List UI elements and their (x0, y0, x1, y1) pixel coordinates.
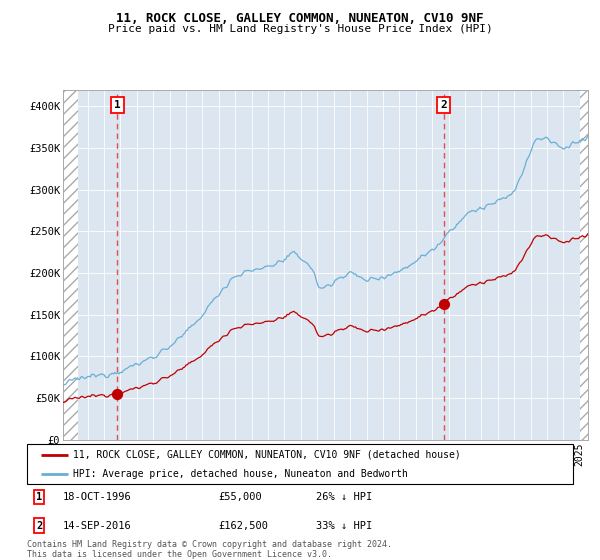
Text: HPI: Average price, detached house, Nuneaton and Bedworth: HPI: Average price, detached house, Nune… (73, 469, 408, 479)
Text: Contains HM Land Registry data © Crown copyright and database right 2024.
This d: Contains HM Land Registry data © Crown c… (27, 540, 392, 559)
Text: 2: 2 (440, 100, 447, 110)
Bar (580, 90, 588, 440)
Text: 14-SEP-2016: 14-SEP-2016 (62, 521, 131, 531)
Text: Price paid vs. HM Land Registry's House Price Index (HPI): Price paid vs. HM Land Registry's House … (107, 24, 493, 34)
Text: £55,000: £55,000 (218, 492, 262, 502)
Text: £162,500: £162,500 (218, 521, 268, 531)
Text: 11, ROCK CLOSE, GALLEY COMMON, NUNEATON, CV10 9NF (detached house): 11, ROCK CLOSE, GALLEY COMMON, NUNEATON,… (73, 450, 461, 460)
Text: 33% ↓ HPI: 33% ↓ HPI (316, 521, 373, 531)
Text: 2: 2 (36, 521, 42, 531)
Point (439, 300, 448, 309)
Text: 18-OCT-1996: 18-OCT-1996 (62, 492, 131, 502)
Bar (63, 90, 78, 440)
Text: 11, ROCK CLOSE, GALLEY COMMON, NUNEATON, CV10 9NF: 11, ROCK CLOSE, GALLEY COMMON, NUNEATON,… (116, 12, 484, 25)
Text: 1: 1 (36, 492, 42, 502)
Point (112, 389, 122, 398)
Text: 1: 1 (114, 100, 121, 110)
Text: 26% ↓ HPI: 26% ↓ HPI (316, 492, 373, 502)
FancyBboxPatch shape (27, 444, 573, 484)
